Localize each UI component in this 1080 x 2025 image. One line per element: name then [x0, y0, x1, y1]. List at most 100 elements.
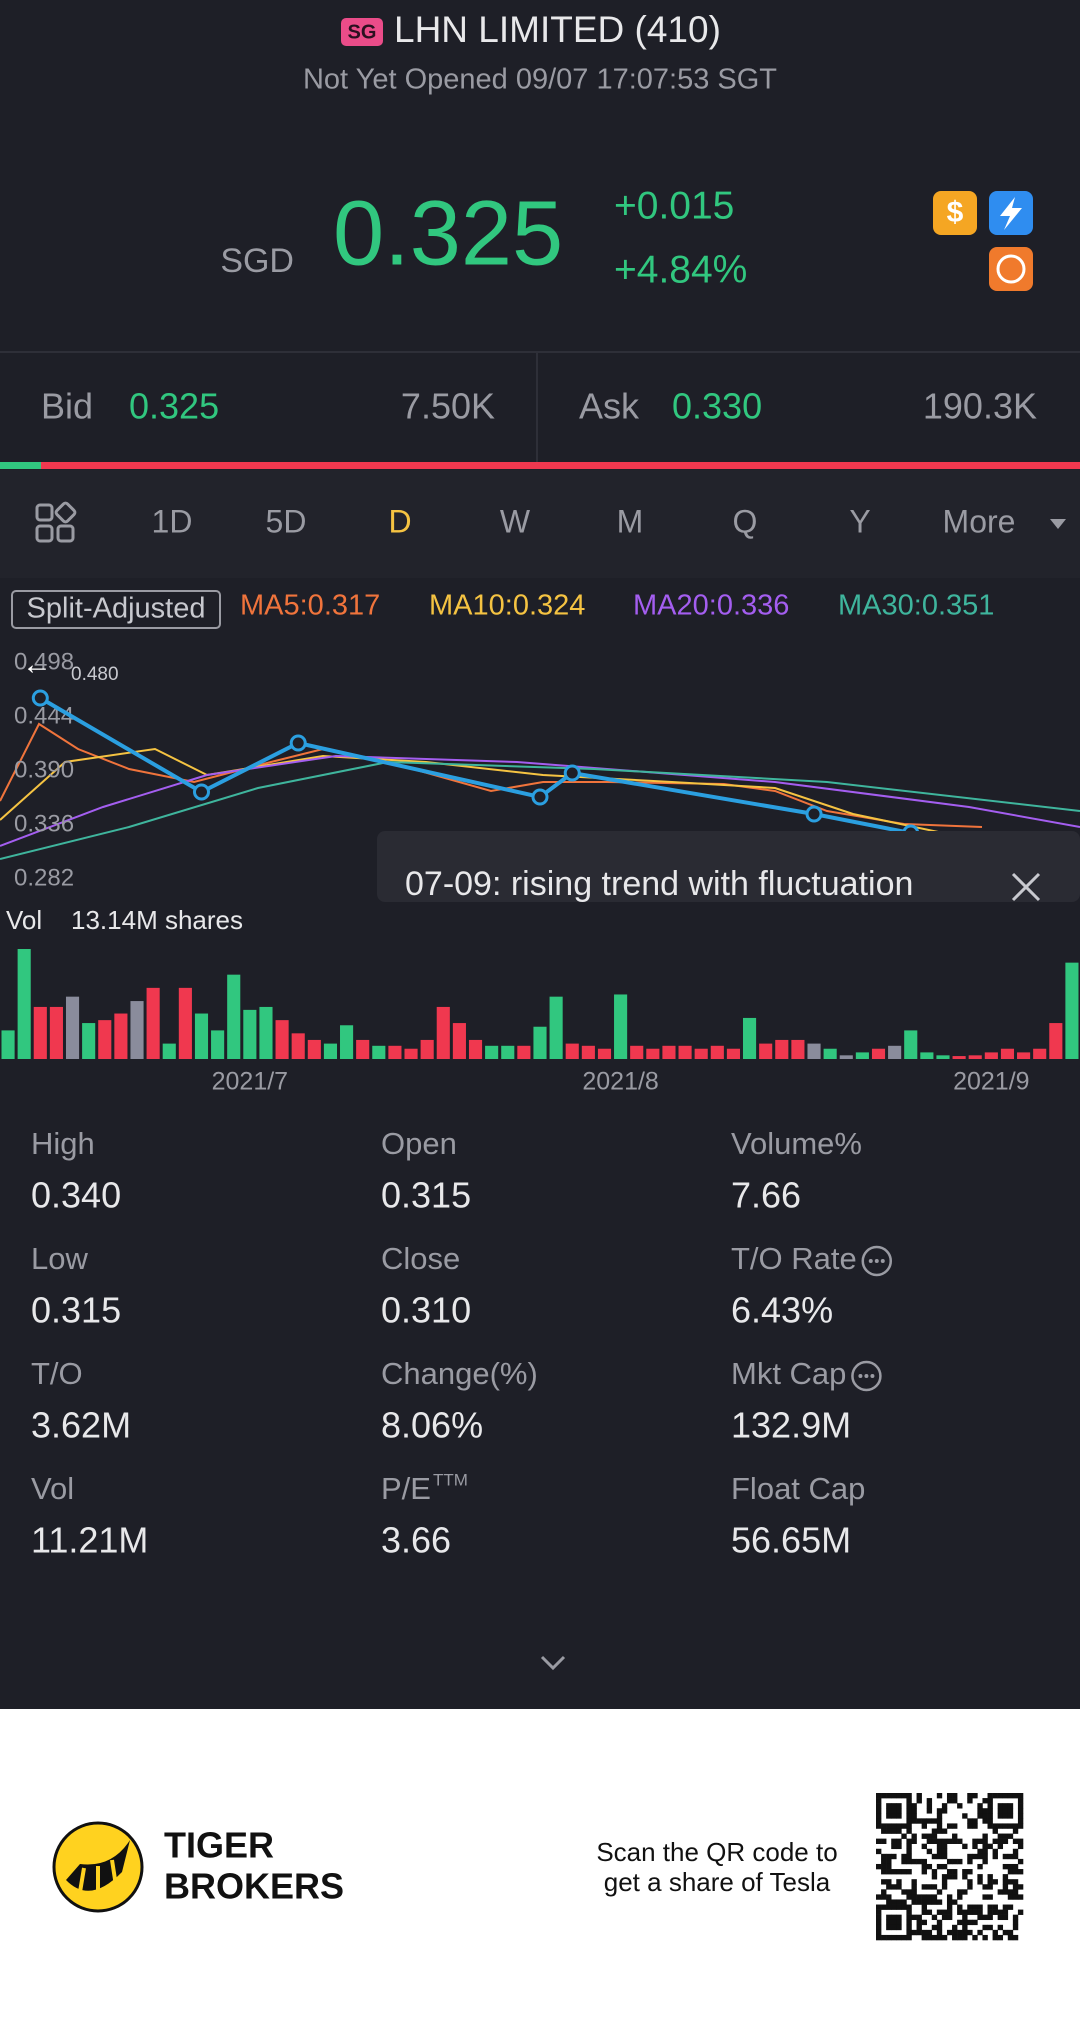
- adjust[interactable]: Split-Adjusted: [27, 593, 206, 625]
- tab[interactable]: D: [388, 503, 411, 539]
- qr-cell: [876, 1909, 882, 1915]
- qr-cell: [1007, 1929, 1014, 1936]
- volume-bar: [259, 1006, 273, 1059]
- qr-cell: [886, 1924, 892, 1931]
- tab[interactable]: M: [617, 503, 644, 539]
- volume-bar: [775, 1039, 789, 1059]
- qr-cell: [957, 1894, 963, 1900]
- stat-label: T/O: [31, 1356, 83, 1391]
- qr-cell: [916, 1798, 922, 1804]
- qr-cell: [946, 1869, 953, 1875]
- volume-bar: [436, 1006, 450, 1059]
- qr-cell: [957, 1889, 963, 1895]
- ma-lines: [0, 722, 1080, 860]
- back-arrow[interactable]: ←: [22, 648, 52, 681]
- qr-cell: [972, 1818, 978, 1824]
- stat-value: 0.310: [381, 1290, 471, 1331]
- qr-cell: [962, 1843, 968, 1850]
- qr-cell: [1007, 1894, 1014, 1900]
- qr-cell: [1002, 1823, 1009, 1829]
- qr-cell: [886, 1894, 892, 1900]
- qr-cell: [906, 1813, 912, 1819]
- qr-cell: [1002, 1914, 1009, 1921]
- qr-cell: [946, 1894, 953, 1900]
- qr-cell: [1017, 1843, 1024, 1850]
- x-tick-label: 2021/7: [212, 1068, 288, 1096]
- volume-bar: [855, 1052, 869, 1059]
- expand-chevron[interactable]: [540, 1655, 566, 1671]
- qr-cell: [921, 1843, 927, 1850]
- stat-label: Vol: [31, 1471, 74, 1506]
- qr-cell: [936, 1889, 943, 1895]
- qr-cell: [886, 1803, 892, 1809]
- qr-cell: [931, 1884, 938, 1890]
- volume-bar: [1017, 1052, 1031, 1059]
- y-tick-label: 0.336: [14, 810, 74, 837]
- qr-cell: [967, 1793, 973, 1799]
- qr-cell: [992, 1838, 998, 1844]
- layout-icon[interactable]: [35, 501, 77, 543]
- qr-cell: [1007, 1793, 1014, 1799]
- qr-cell: [967, 1869, 973, 1875]
- qr-cell: [941, 1828, 948, 1834]
- qr-cell: [901, 1904, 907, 1910]
- footer: [0, 1709, 1080, 2025]
- qr-cell: [891, 1914, 897, 1921]
- qr-cell: [896, 1843, 902, 1850]
- volume-bar: [227, 974, 241, 1059]
- qr-cell: [1007, 1869, 1014, 1875]
- qr-cell: [921, 1884, 927, 1890]
- tab[interactable]: Y: [849, 503, 870, 539]
- qr-cell: [982, 1934, 988, 1941]
- qr-cell: [936, 1818, 943, 1824]
- info-icon[interactable]: [861, 1245, 893, 1277]
- qr-cell: [1017, 1838, 1024, 1844]
- qr-cell: [881, 1869, 887, 1875]
- info-icon[interactable]: [851, 1360, 882, 1392]
- qr-cell: [896, 1803, 902, 1809]
- volume-bar: [146, 987, 160, 1059]
- tab[interactable]: More: [943, 503, 1016, 539]
- volume-bar: [565, 1043, 579, 1059]
- qr-cell: [911, 1884, 917, 1890]
- tabs: 1D 5D D W M Q Y More: [152, 503, 1066, 539]
- qr-cell: [962, 1909, 968, 1915]
- qr-cell: [987, 1884, 993, 1890]
- volume-bar: [1000, 1048, 1015, 1059]
- stat-value: 3.62M: [31, 1405, 131, 1446]
- qr-cell: [967, 1884, 973, 1890]
- qr-cell: [972, 1909, 978, 1915]
- qr-cell: [921, 1833, 927, 1839]
- tab[interactable]: W: [500, 503, 531, 539]
- qr-cell: [997, 1838, 1004, 1844]
- qr-cell: [931, 1828, 938, 1834]
- qr-cell: [997, 1803, 1004, 1809]
- volume-bar: [291, 1033, 305, 1059]
- adjust-box[interactable]: [11, 590, 221, 629]
- qr-cell: [911, 1818, 917, 1824]
- qr-cell: [881, 1894, 887, 1900]
- tab[interactable]: 1D: [152, 503, 193, 539]
- qr-cell: [901, 1833, 907, 1839]
- stat-label: Low: [31, 1241, 88, 1276]
- volume-bar: [194, 1013, 209, 1059]
- qr-cell: [952, 1869, 958, 1875]
- tab[interactable]: 5D: [266, 503, 307, 539]
- qr-cell: [962, 1919, 968, 1926]
- qr-cell: [941, 1874, 948, 1880]
- tab[interactable]: Q: [733, 503, 758, 539]
- info-dot: [880, 1259, 885, 1263]
- qr-cell: [1002, 1838, 1009, 1844]
- qr-cell: [987, 1904, 993, 1910]
- volume-bar: [920, 1052, 934, 1059]
- qr-cell: [957, 1934, 963, 1941]
- volume-bar: [710, 1045, 724, 1059]
- stat-value: 7.66: [731, 1175, 801, 1216]
- qr-cell: [1002, 1929, 1009, 1936]
- qr-cell: [876, 1863, 882, 1870]
- ma-label: MA5:0.317: [240, 590, 380, 622]
- qr-cell: [896, 1813, 902, 1819]
- qr-cell: [957, 1838, 963, 1844]
- tab-bar: [0, 470, 1080, 578]
- tooltip-close[interactable]: [1011, 872, 1041, 902]
